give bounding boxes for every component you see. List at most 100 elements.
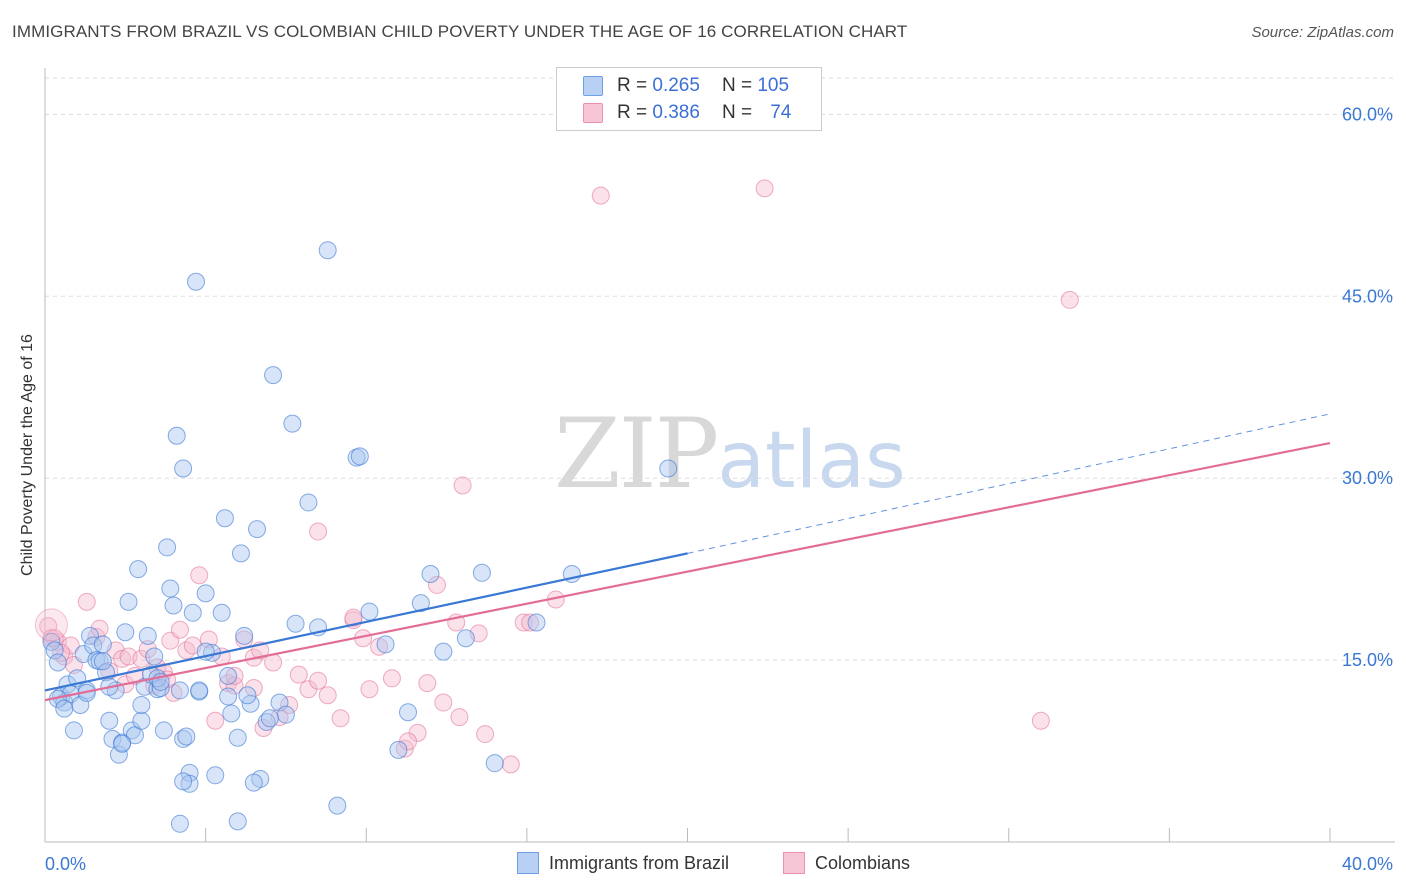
legend-n-value-colombians: 74: [770, 102, 792, 123]
data-point-colombians: [476, 725, 495, 744]
data-point-brazil: [109, 745, 128, 764]
data-point-colombians: [309, 522, 328, 541]
data-point-colombians: [318, 686, 337, 705]
data-point-brazil: [318, 241, 337, 260]
data-point-colombians: [309, 671, 328, 690]
series-swatch-brazil: [517, 852, 539, 874]
data-point-colombians: [434, 693, 453, 712]
data-point-colombians: [225, 666, 244, 685]
trend-line-colombians: [44, 441, 1331, 702]
watermark: ZIPatlas: [554, 398, 906, 510]
data-point-brazil: [132, 711, 151, 730]
legend-r-value-colombians: 0.386: [652, 102, 700, 123]
data-point-brazil: [235, 626, 254, 645]
data-point-brazil: [238, 686, 257, 705]
series-label-colombians: Colombians: [815, 852, 911, 873]
data-point-brazil: [132, 695, 151, 714]
data-point-brazil: [100, 711, 119, 730]
data-point-brazil: [485, 754, 504, 773]
data-point-brazil: [45, 641, 64, 660]
data-point-brazil: [183, 603, 202, 622]
data-point-brazil: [170, 814, 189, 833]
series-legend: Immigrants from Brazil Colombians: [0, 852, 1406, 876]
data-point-brazil: [206, 766, 225, 785]
legend-row-brazil: R = 0.265 N = 105: [583, 74, 789, 98]
data-point-brazil: [276, 705, 295, 724]
x-tick-label-max: 40.0%: [1342, 854, 1393, 874]
trend-line-brazil-extension: [687, 413, 1331, 554]
data-point-brazil: [421, 564, 440, 583]
data-point-brazil: [264, 366, 283, 385]
data-point-brazil: [64, 721, 83, 740]
data-point-colombians: [427, 575, 446, 594]
data-point-colombians-cluster: [34, 608, 68, 642]
data-point-brazil: [350, 447, 369, 466]
data-point-brazil: [260, 709, 279, 728]
series-label-brazil: Immigrants from Brazil: [549, 852, 730, 873]
y-tick-label: 45.0%: [1342, 286, 1393, 306]
legend-n-value-brazil: 105: [757, 75, 790, 96]
watermark-atlas: atlas: [717, 416, 906, 506]
legend-r-label: R =: [617, 102, 648, 123]
data-point-brazil: [222, 704, 241, 723]
legend-r-value-brazil: 0.265: [652, 75, 700, 96]
data-point-brazil: [244, 773, 263, 792]
data-point-brazil: [93, 635, 112, 654]
data-point-brazil: [399, 703, 418, 722]
data-point-brazil: [161, 579, 180, 598]
data-point-brazil: [145, 647, 164, 666]
data-point-brazil: [80, 626, 99, 645]
data-point-brazil: [376, 635, 395, 654]
data-point-brazil: [177, 727, 196, 746]
data-point-colombians: [382, 669, 401, 688]
data-point-colombians: [360, 680, 379, 699]
y-axis-label: Child Poverty Under the Age of 16: [19, 334, 36, 576]
data-point-brazil: [228, 812, 247, 831]
data-point-colombians: [514, 613, 533, 632]
data-point-brazil: [116, 623, 135, 642]
data-point-brazil: [186, 272, 205, 291]
data-point-brazil: [84, 636, 103, 655]
data-point-brazil: [228, 728, 247, 747]
data-point-brazil: [190, 681, 209, 700]
data-point-brazil: [231, 544, 250, 563]
data-point-colombians: [501, 755, 520, 774]
data-point-brazil: [212, 603, 231, 622]
data-point-colombians: [450, 708, 469, 727]
data-point-brazil: [138, 626, 157, 645]
data-point-brazil: [299, 493, 318, 512]
data-point-brazil: [55, 699, 74, 718]
data-point-colombians: [206, 711, 225, 730]
data-point-brazil: [328, 796, 347, 815]
data-point-colombians: [755, 179, 774, 198]
data-point-brazil: [527, 613, 546, 632]
series-swatch-colombians: [783, 852, 805, 874]
data-point-colombians: [225, 676, 244, 695]
data-point-brazil: [158, 538, 177, 557]
data-point-colombians: [244, 678, 263, 697]
data-point-brazil: [151, 678, 170, 697]
x-tick-label-min: 0.0%: [45, 854, 86, 874]
data-point-brazil: [434, 642, 453, 661]
data-point-brazil: [103, 729, 122, 748]
y-tick-label: 60.0%: [1342, 104, 1393, 124]
data-point-colombians: [591, 186, 610, 205]
data-point-colombians: [453, 476, 472, 495]
y-tick-label: 15.0%: [1342, 650, 1393, 670]
data-point-brazil: [129, 560, 148, 579]
series-legend-colombians: Colombians: [783, 852, 910, 874]
data-point-brazil: [167, 426, 186, 445]
data-point-brazil: [411, 594, 430, 613]
data-point-colombians: [90, 619, 109, 638]
data-point-brazil: [283, 414, 302, 433]
data-point-colombians: [170, 620, 189, 639]
data-point-colombians: [199, 630, 218, 649]
data-point-brazil: [113, 734, 132, 753]
data-point-brazil: [286, 614, 305, 633]
data-point-brazil: [472, 563, 491, 582]
data-point-colombians: [1031, 711, 1050, 730]
data-point-brazil: [257, 712, 276, 731]
legend-row-colombians: R = 0.386 N = 74: [583, 101, 791, 125]
data-point-brazil: [174, 459, 193, 478]
data-point-brazil: [248, 520, 267, 539]
